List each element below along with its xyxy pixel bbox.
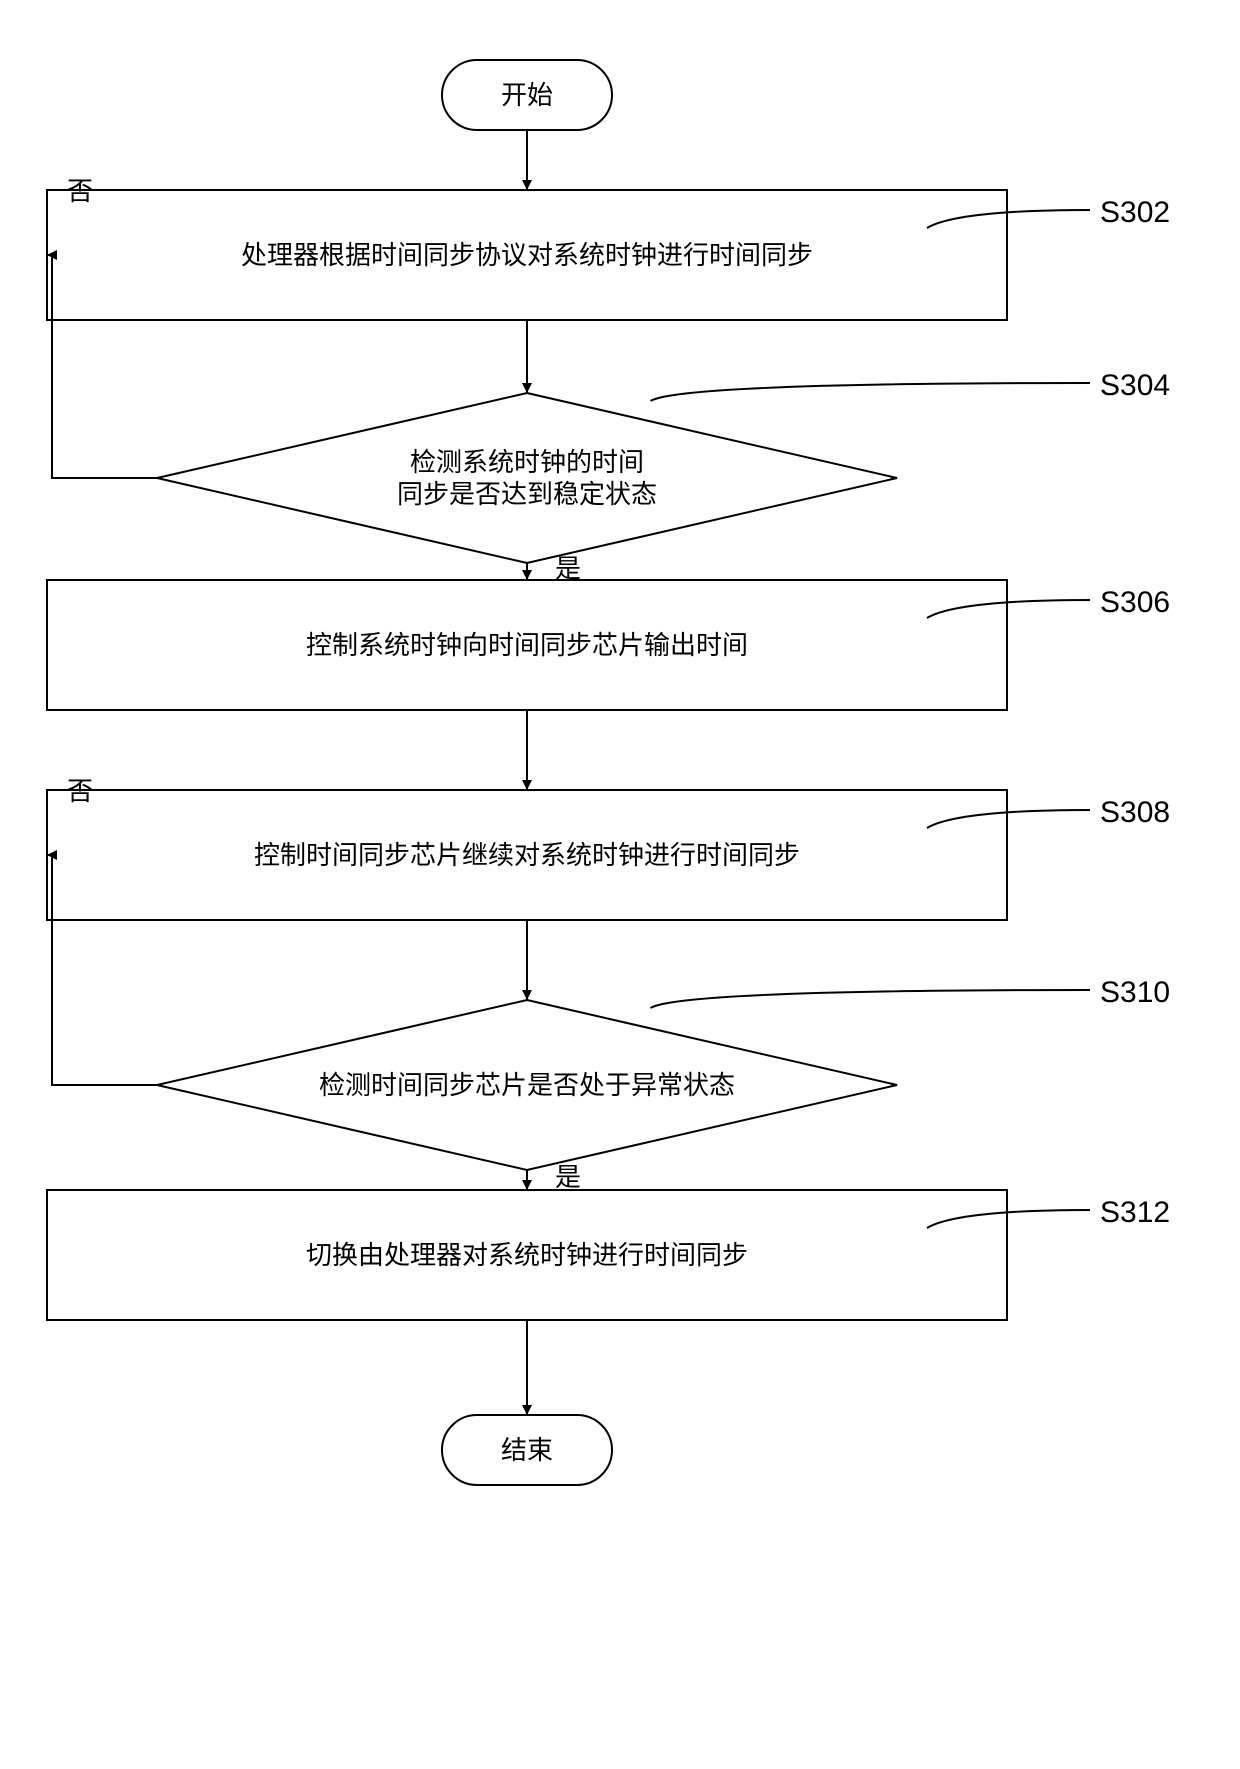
process-S308: 控制时间同步芯片继续对系统时钟进行时间同步 [47,790,1007,920]
start-terminator: 开始 [442,60,612,130]
flowchart: 开始结束 处理器根据时间同步协议对系统时钟进行时间同步 S302 检测系统时钟的时间同… [0,0,1240,1769]
step-label-S310: S310 [1100,976,1170,1009]
step-label-S306: S306 [1100,586,1170,619]
process-S306: 控制系统时钟向时间同步芯片输出时间 [47,580,1007,710]
edge-label-yes-6: 是 [555,1162,581,1192]
end-label: 结束 [501,1435,553,1465]
decision-text-S304-0: 检测系统时钟的时间 [410,447,644,477]
process-text-S302: 处理器根据时间同步协议对系统时钟进行时间同步 [241,240,813,270]
leader-S310 [651,990,1091,1008]
start-label: 开始 [501,80,553,110]
edge-label-no-S310: 否 [67,776,93,806]
decision-S304: 检测系统时钟的时间同步是否达到稳定状态 [157,393,897,563]
step-label-S302: S302 [1100,196,1170,229]
end-terminator: 结束 [442,1415,612,1485]
leader-S304 [651,383,1091,401]
step-label-S304: S304 [1100,369,1170,402]
edge-label-yes-2: 是 [555,554,581,584]
step-label-S312: S312 [1100,1196,1170,1229]
process-text-S308: 控制时间同步芯片继续对系统时钟进行时间同步 [254,840,800,870]
decision-text-S310-0: 检测时间同步芯片是否处于异常状态 [319,1070,735,1100]
process-S312: 切换由处理器对系统时钟进行时间同步 [47,1190,1007,1320]
edge-label-no-S304: 否 [67,176,93,206]
process-text-S312: 切换由处理器对系统时钟进行时间同步 [306,1240,748,1270]
step-label-S308: S308 [1100,796,1170,829]
process-text-S306: 控制系统时钟向时间同步芯片输出时间 [306,630,748,660]
decision-text-S304-1: 同步是否达到稳定状态 [397,479,657,509]
decision-S310: 检测时间同步芯片是否处于异常状态 [157,1000,897,1170]
process-S302: 处理器根据时间同步协议对系统时钟进行时间同步 [47,190,1007,320]
